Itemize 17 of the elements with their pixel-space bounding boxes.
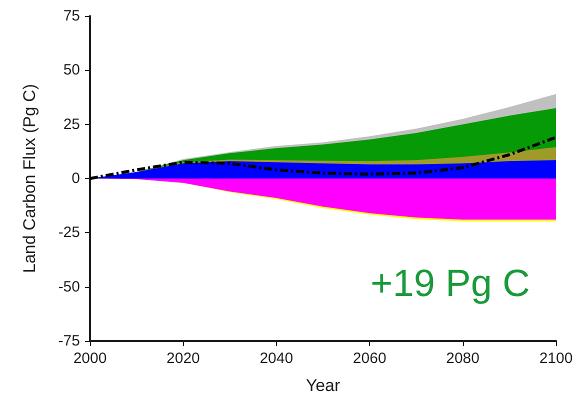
y-axis-title: Land Carbon Flux (Pg C) [20, 84, 39, 273]
x-tick-label: 2080 [446, 350, 480, 367]
y-tick-label: 50 [63, 62, 80, 79]
x-tick-label: 2040 [260, 350, 294, 367]
x-tick-label: 2060 [352, 350, 386, 367]
y-tick-label: 0 [72, 170, 80, 187]
annotation: +19 Pg C [370, 263, 530, 305]
x-tick-label: 2000 [73, 350, 107, 367]
y-tick-label: -75 [58, 332, 80, 350]
x-tick-label: 2100 [539, 350, 573, 367]
x-tick-label: 2020 [166, 350, 200, 367]
line-series [88, 136, 558, 180]
y-tick-label: -50 [58, 278, 80, 296]
x-axis-title: Year [306, 376, 341, 395]
y-tick-label: -25 [58, 224, 80, 242]
y-tick-label: 75 [63, 8, 80, 24]
y-tick-label: 25 [63, 116, 80, 133]
